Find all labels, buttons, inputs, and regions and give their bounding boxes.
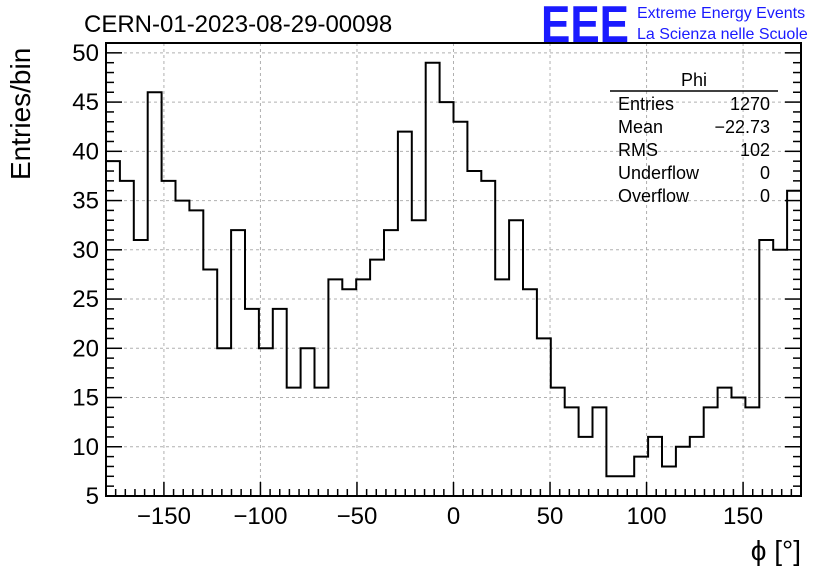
- y-tick-label: 50: [72, 40, 99, 67]
- x-tick-label: 100: [627, 503, 667, 530]
- axis-ticks: [106, 42, 801, 496]
- eee-logo-line2: La Scienza nelle Scuole: [637, 26, 808, 43]
- x-tick-label: 150: [723, 503, 763, 530]
- stats-value: −22.73: [714, 117, 770, 137]
- y-tick-label: 5: [86, 483, 99, 510]
- stats-label: Entries: [618, 94, 674, 114]
- histogram-outline: [106, 61, 801, 478]
- y-tick-label: 30: [72, 237, 99, 264]
- x-axis-title: ϕ [°]: [751, 535, 801, 566]
- run-title: CERN-01-2023-08-29-00098: [84, 11, 392, 38]
- x-tick-labels: −150 −100 −50 0 50 100 150: [137, 503, 763, 530]
- stats-label: Underflow: [618, 163, 700, 183]
- y-tick-label: 15: [72, 385, 99, 412]
- y-tick-label: 25: [72, 286, 99, 313]
- stats-label: Overflow: [618, 186, 690, 206]
- stats-label: Mean: [618, 117, 663, 137]
- x-tick-label: 50: [537, 503, 564, 530]
- y-axis-title: Entries/bin: [5, 48, 36, 180]
- eee-logo-line1: Extreme Energy Events: [637, 5, 805, 22]
- y-tick-label: 10: [72, 434, 99, 461]
- y-tick-label: 45: [72, 89, 99, 116]
- eee-logo-mark: EEE: [541, 0, 629, 54]
- x-tick-label: 0: [447, 503, 460, 530]
- stats-rows: Entries 1270 Mean −22.73 RMS 102 Underflow 0 Ove…: [618, 94, 770, 206]
- stats-value: 0: [760, 186, 770, 206]
- stats-box: Phi Entries 1270 Mean −22.73 RMS 102 Underflow…: [610, 70, 778, 206]
- x-tick-label: −100: [233, 503, 287, 530]
- eee-logo: EEE Extreme Energy Events La Scienza nel…: [541, 0, 808, 54]
- stats-value: 0: [760, 163, 770, 183]
- y-tick-label: 20: [72, 335, 99, 362]
- stats-value: 102: [740, 140, 770, 160]
- y-tick-labels: 5 10 15 20 25 30 35 40 45 50: [72, 40, 99, 510]
- stats-value: 1270: [730, 94, 770, 114]
- x-tick-label: −50: [337, 503, 378, 530]
- y-tick-label: 35: [72, 188, 99, 215]
- y-tick-label: 40: [72, 138, 99, 165]
- stats-label: RMS: [618, 140, 658, 160]
- stats-title: Phi: [681, 70, 707, 90]
- x-tick-label: −150: [137, 503, 191, 530]
